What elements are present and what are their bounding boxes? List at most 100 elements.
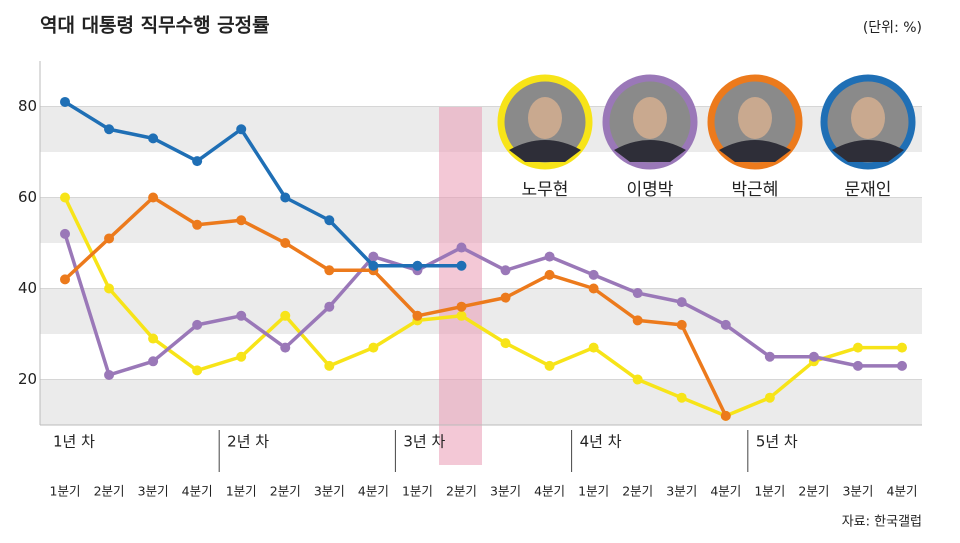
- data-point: [544, 251, 555, 262]
- data-point: [60, 96, 70, 107]
- data-point: [148, 133, 159, 144]
- data-point: [500, 338, 511, 349]
- data-point: [588, 269, 599, 280]
- data-point: [500, 292, 511, 303]
- data-point: [676, 319, 687, 330]
- y-tick-label: 60: [18, 188, 37, 206]
- x-tick-label: 3분기: [490, 484, 521, 499]
- data-point: [104, 233, 115, 244]
- data-point: [852, 342, 863, 353]
- data-point: [148, 192, 159, 203]
- x-tick-label: 3분기: [666, 484, 697, 499]
- x-tick-label: 3분기: [842, 484, 873, 499]
- data-point: [280, 192, 291, 203]
- x-tick-label: 1분기: [50, 484, 81, 499]
- legend-label: 이명박: [627, 180, 674, 200]
- data-point: [632, 374, 643, 385]
- data-point: [192, 219, 203, 230]
- data-point: [412, 260, 423, 271]
- legend-label: 문재인: [845, 180, 892, 200]
- data-point: [764, 351, 775, 362]
- legend-portrait-face: [633, 97, 667, 139]
- x-tick-label: 1분기: [754, 484, 785, 499]
- year-label: 3년 차: [403, 433, 445, 451]
- legend-label: 박근혜: [732, 180, 779, 200]
- source: 자료: 한국갤럽: [842, 515, 922, 530]
- x-tick-label: 1분기: [402, 484, 433, 499]
- series-line: [63, 195, 728, 417]
- legend-label: 노무현: [522, 180, 569, 200]
- data-point: [500, 265, 511, 276]
- legend-portrait-face: [851, 97, 885, 139]
- unit: (단위: %): [863, 20, 922, 36]
- data-point: [808, 351, 819, 362]
- data-point: [456, 301, 467, 312]
- data-point: [148, 356, 159, 367]
- data-point: [720, 319, 731, 330]
- data-point: [236, 351, 247, 362]
- x-tick-label: 1분기: [226, 484, 257, 499]
- data-point: [104, 124, 115, 135]
- year-label: 2년 차: [227, 433, 269, 451]
- x-tick-label: 1분기: [578, 484, 609, 499]
- x-tick-label: 2분기: [94, 484, 125, 499]
- legend-portrait-body: [719, 140, 791, 162]
- x-tick-label: 2분기: [622, 484, 653, 499]
- data-point: [588, 283, 599, 294]
- legend-portrait-body: [614, 140, 686, 162]
- series-line: [64, 100, 462, 268]
- data-point: [897, 342, 907, 353]
- x-tick-label: 2분기: [446, 484, 477, 499]
- data-point: [60, 228, 70, 239]
- data-point: [280, 238, 291, 248]
- data-point: [104, 283, 115, 294]
- data-point: [60, 274, 70, 285]
- x-tick-label: 2분기: [270, 484, 301, 499]
- data-point: [148, 333, 159, 344]
- data-point: [192, 156, 203, 167]
- x-tick-label: 4분기: [534, 484, 565, 499]
- data-point: [632, 288, 643, 299]
- x-tick-label: 2분기: [798, 484, 829, 499]
- data-point: [236, 310, 247, 321]
- data-point: [676, 392, 687, 403]
- year-label: 1년 차: [53, 433, 95, 451]
- y-tick-label: 80: [18, 97, 37, 115]
- legend-portrait-face: [738, 97, 772, 139]
- data-point: [280, 342, 291, 353]
- data-point: [764, 392, 775, 403]
- x-tick-label: 4분기: [182, 484, 213, 499]
- chart-title: 역대 대통령 직무수행 긍정률: [40, 15, 270, 37]
- data-point: [544, 269, 555, 280]
- highlight: [439, 107, 482, 465]
- data-point: [632, 315, 643, 326]
- x-tick-label: 3분기: [314, 484, 345, 499]
- data-point: [324, 360, 335, 371]
- legend-portrait-body: [509, 140, 581, 162]
- data-point: [720, 410, 731, 421]
- data-point: [236, 124, 247, 135]
- x-tick-label: 4분기: [358, 484, 389, 499]
- data-point: [192, 319, 203, 330]
- data-point: [368, 260, 379, 271]
- series-line: [63, 233, 902, 377]
- data-point: [412, 310, 423, 321]
- data-point: [368, 251, 379, 262]
- data-point: [324, 265, 335, 276]
- data-point: [60, 192, 70, 203]
- series-line: [63, 196, 902, 418]
- year-label: 5년 차: [756, 433, 798, 451]
- data-point: [324, 301, 335, 312]
- year-label: 4년 차: [580, 433, 622, 451]
- data-point: [368, 342, 379, 353]
- y-tick-label: 40: [18, 279, 37, 297]
- legend-portrait-body: [832, 140, 904, 162]
- data-point: [104, 369, 115, 380]
- x-tick-label: 3분기: [138, 484, 169, 499]
- data-point: [236, 215, 247, 226]
- data-point: [456, 242, 467, 253]
- y-tick-label: 20: [18, 370, 37, 388]
- data-point: [192, 365, 203, 376]
- data-point: [324, 215, 335, 226]
